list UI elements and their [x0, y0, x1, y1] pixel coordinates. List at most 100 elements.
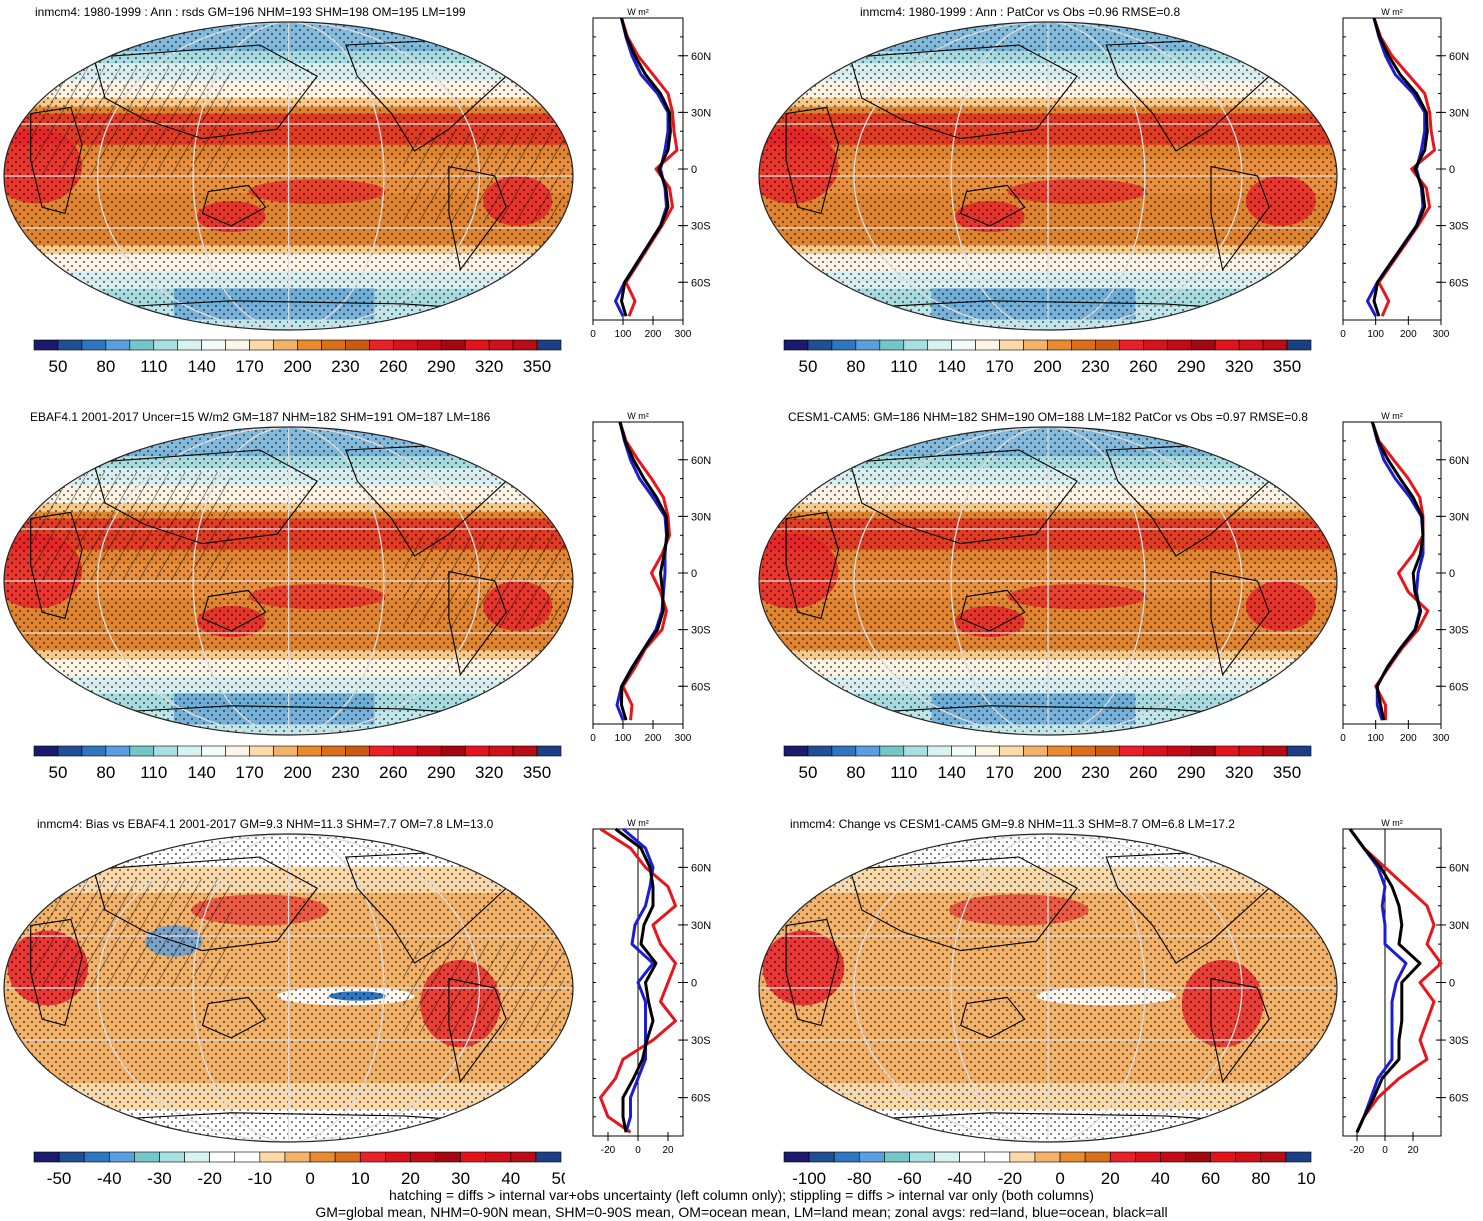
colorbar-label: 350 — [523, 763, 551, 782]
lat-tick-label: 60N — [691, 862, 711, 874]
colorbar-label: 260 — [1129, 357, 1157, 376]
colorbar-label: 80 — [96, 763, 115, 782]
colorbar-swatch — [1084, 1151, 1111, 1163]
colorbar-swatch — [1143, 745, 1168, 757]
colorbar-swatch — [225, 745, 250, 757]
colorbar-swatch — [1023, 339, 1048, 351]
colorbar-swatch — [184, 1151, 210, 1163]
colorbar-swatch — [416, 339, 442, 351]
colorbar-swatch — [359, 1151, 386, 1163]
zonal-x-tick-label: 0 — [635, 1145, 641, 1156]
colorbar-swatch — [1260, 1151, 1287, 1163]
colorbar-swatch — [855, 745, 881, 757]
colorbar-swatch — [249, 745, 274, 757]
colorbar-swatch — [440, 745, 466, 757]
colorbar-label: 170 — [985, 763, 1013, 782]
colorbar-swatch — [807, 745, 833, 757]
colorbar-label: 320 — [475, 763, 503, 782]
colorbar-swatch — [833, 1151, 860, 1163]
colorbar-swatch — [855, 339, 881, 351]
colorbar-swatch — [951, 745, 976, 757]
colorbar-label: 200 — [283, 357, 311, 376]
colorbar-label: 110 — [890, 357, 917, 376]
colorbar-swatch — [1166, 339, 1192, 351]
colorbar-swatch — [297, 339, 322, 351]
zonal-x-tick-label: 20 — [662, 1145, 674, 1156]
zonal-x-tick-label: 300 — [1433, 733, 1450, 744]
colorbar-swatch — [1160, 1151, 1186, 1163]
colorbar-label: 40 — [1151, 1169, 1170, 1188]
colorbar-label: 200 — [283, 763, 311, 782]
colorbar-swatch — [512, 745, 538, 757]
colorbar-swatch — [81, 745, 107, 757]
colorbar-swatch — [334, 1151, 361, 1163]
colorbar-swatch — [410, 1151, 436, 1163]
colorbar-label: 110 — [140, 763, 167, 782]
zonal-series-land — [1348, 828, 1443, 1133]
zonal-series-all — [1348, 828, 1422, 1133]
lat-tick-label: 60S — [1449, 1093, 1469, 1105]
zonal-plot-p1: W m² 60N 30N 0 30S 60S 0 100 200 300 — [590, 7, 711, 340]
lat-tick-label: 0 — [691, 568, 697, 580]
lat-tick-label: 30S — [1449, 625, 1469, 637]
colorbar-swatch — [249, 339, 274, 351]
colorbar-label: 350 — [1273, 357, 1301, 376]
colorbar-swatch — [1071, 745, 1096, 757]
colorbar-label: 140 — [187, 763, 215, 782]
colorbar-label: -100 — [792, 1169, 826, 1188]
lat-tick-label: 60S — [1449, 277, 1469, 289]
colorbar-swatch — [808, 1151, 835, 1163]
colorbar-swatch — [959, 1151, 986, 1163]
zonal-x-tick-label: 200 — [1400, 329, 1417, 340]
colorbar-label: 200 — [1033, 357, 1061, 376]
colorbar-label: 290 — [1177, 763, 1205, 782]
footer-line-1: hatching = diffs > internal var+obs unce… — [389, 1187, 1094, 1203]
colorbar-swatch — [345, 339, 370, 351]
colorbar-swatch — [369, 745, 394, 757]
panel-title-p5: inmcm4: Bias vs EBAF4.1 2001-2017 GM=9.3… — [37, 817, 494, 831]
colorbar-swatch — [909, 1151, 935, 1163]
colorbar-swatch — [831, 745, 857, 757]
colorbar-swatch — [81, 339, 107, 351]
zonal-x-tick-label: -20 — [601, 1145, 616, 1156]
colorbar-label: 50 — [552, 1169, 565, 1188]
zonal-x-tick-label: 200 — [645, 733, 662, 744]
colorbar-label: 80 — [846, 763, 865, 782]
colorbar-swatch — [485, 1151, 512, 1163]
colorbar-swatch — [105, 745, 131, 757]
zonal-unit-label: W m² — [1381, 818, 1403, 828]
lat-tick-label: 60N — [691, 455, 711, 467]
panel-title-p1: inmcm4: 1980-1999 : Ann : rsds GM=196 NH… — [35, 5, 466, 19]
colorbar-swatch — [153, 339, 179, 351]
colorbar-label: 320 — [1225, 357, 1253, 376]
colorbar-swatch — [1190, 339, 1216, 351]
zonal-x-tick-label: 100 — [1367, 329, 1384, 340]
colorbar-swatch — [831, 339, 857, 351]
colorbar-swatch — [259, 1151, 286, 1163]
zonal-x-tick-label: 0 — [590, 329, 596, 340]
colorbar-swatch — [879, 339, 905, 351]
colorbar-swatch — [209, 1151, 236, 1163]
colorbar-label: -20 — [197, 1169, 222, 1188]
map-p3 — [3, 426, 574, 736]
colorbar-swatch — [927, 339, 952, 351]
colorbar-swatch — [273, 745, 298, 757]
colorbar-swatch — [783, 1151, 810, 1163]
colorbar-swatch — [1286, 339, 1312, 351]
zonal-plot-p3: W m² 60N 30N 0 30S 60S 0 100 200 300 — [590, 411, 711, 744]
colorbar-label: 20 — [401, 1169, 420, 1188]
zonal-x-tick-label: 100 — [1367, 733, 1384, 744]
colorbar-label: 50 — [798, 763, 817, 782]
colorbar-swatch — [225, 339, 250, 351]
colorbar-label: 50 — [798, 357, 817, 376]
lat-tick-label: 30S — [691, 1035, 711, 1047]
zonal-series-land — [618, 421, 671, 721]
zonal-series-land — [599, 827, 677, 1134]
colorbar-swatch — [129, 745, 155, 757]
colorbar-swatch — [1071, 339, 1096, 351]
colorbar-label: 170 — [235, 763, 263, 782]
map-p1 — [3, 21, 574, 331]
colorbar-label: 0 — [305, 1169, 314, 1188]
lat-tick-label: 30N — [1449, 511, 1469, 523]
colorbar-p1: 50 80 110 140 170 200 230 260 290 320 350 — [33, 339, 562, 376]
